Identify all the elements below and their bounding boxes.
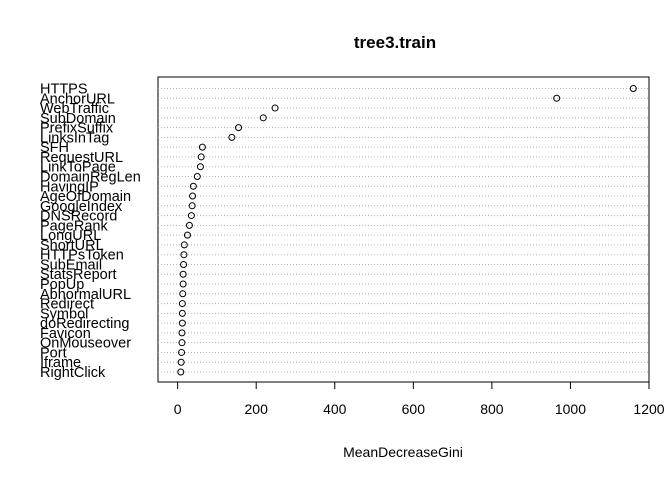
data-point <box>193 172 201 180</box>
y-axis-labels: HTTPSAnchorURLWebTrafficSubDomainPrefixS… <box>40 82 141 382</box>
data-point <box>188 202 196 210</box>
y-tick-label: LongURL <box>40 228 101 244</box>
data-point <box>189 182 197 190</box>
y-tick-label: LinkToPage <box>40 160 116 176</box>
data-point <box>180 251 188 259</box>
data-point <box>189 192 197 200</box>
data-point <box>196 163 204 171</box>
x-tick-label: 1000 <box>555 401 586 417</box>
x-axis-label: MeanDecreaseGini <box>343 444 463 460</box>
data-point <box>183 231 191 239</box>
data-point <box>178 309 186 317</box>
plot-frame <box>157 76 650 383</box>
data-point <box>178 300 186 308</box>
y-tick-label: HTTPS <box>40 82 88 98</box>
y-tick-label: PageRank <box>40 218 108 234</box>
y-tick-label: AgeOfDomain <box>40 189 131 205</box>
y-tick-label: ShortURL <box>40 238 104 254</box>
data-point <box>235 124 243 132</box>
y-tick-label: DomainRegLen <box>40 169 141 185</box>
y-tick-label: LinksInTag <box>40 130 109 146</box>
y-tick-label: SFH <box>40 140 69 156</box>
data-point <box>179 290 187 298</box>
y-tick-label: Redirect <box>40 297 94 313</box>
y-tick-label: PrefixSuffix <box>40 121 114 137</box>
data-point <box>177 358 185 366</box>
y-tick-label: PopUp <box>40 277 84 293</box>
x-tick-label: 0 <box>174 401 182 417</box>
data-point <box>178 339 186 347</box>
y-tick-label: RequestURL <box>40 150 123 166</box>
data-point <box>198 143 206 151</box>
data-point <box>180 241 188 249</box>
x-tick-label: 200 <box>245 401 269 417</box>
y-tick-label: StatsReport <box>40 267 117 283</box>
y-tick-label: DNSRecord <box>40 209 117 225</box>
y-tick-label: SubDomain <box>40 111 116 127</box>
x-axis: 0 200 400 600 800 1000 1200 <box>174 381 665 417</box>
data-point <box>553 94 561 102</box>
y-tick-label: RightClick <box>40 365 106 381</box>
y-tick-label: AbnormalURL <box>40 287 131 303</box>
data-point <box>228 133 236 141</box>
y-tick-label: HavingIP <box>40 179 99 195</box>
y-tick-label: Symbol <box>40 306 88 322</box>
y-tick-label: doRedirecting <box>40 316 129 332</box>
y-tick-label: Iframe <box>40 355 81 371</box>
y-tick-label: Port <box>40 345 67 361</box>
data-point <box>178 348 186 356</box>
data-point <box>180 260 188 268</box>
data-point <box>629 85 637 92</box>
x-tick-label: 600 <box>402 401 426 417</box>
data-point <box>271 104 279 112</box>
y-tick-label: OnMouseover <box>40 336 131 352</box>
x-tick-label: 1200 <box>633 401 664 417</box>
y-tick-label: AnchorURL <box>40 91 115 107</box>
y-tick-label: WebTraffic <box>40 101 109 117</box>
data-point <box>179 280 187 288</box>
grid-lines <box>158 88 649 373</box>
data-point <box>197 153 205 161</box>
data-point <box>177 368 185 376</box>
data-point <box>259 114 267 122</box>
data-point <box>187 212 195 220</box>
y-tick-label: SubEmail <box>40 257 102 273</box>
y-tick-label: GoogleIndex <box>40 199 123 215</box>
data-point <box>178 319 186 327</box>
chart-title: tree3.train <box>354 33 436 52</box>
y-tick-label: Favicon <box>40 326 91 342</box>
data-point <box>185 221 193 229</box>
data-point <box>179 270 187 278</box>
y-tick-label: HTTPsToken <box>40 248 124 264</box>
data-point <box>178 329 186 337</box>
x-tick-label: 400 <box>323 401 347 417</box>
x-tick-label: 800 <box>480 401 504 417</box>
data-points <box>177 85 637 376</box>
